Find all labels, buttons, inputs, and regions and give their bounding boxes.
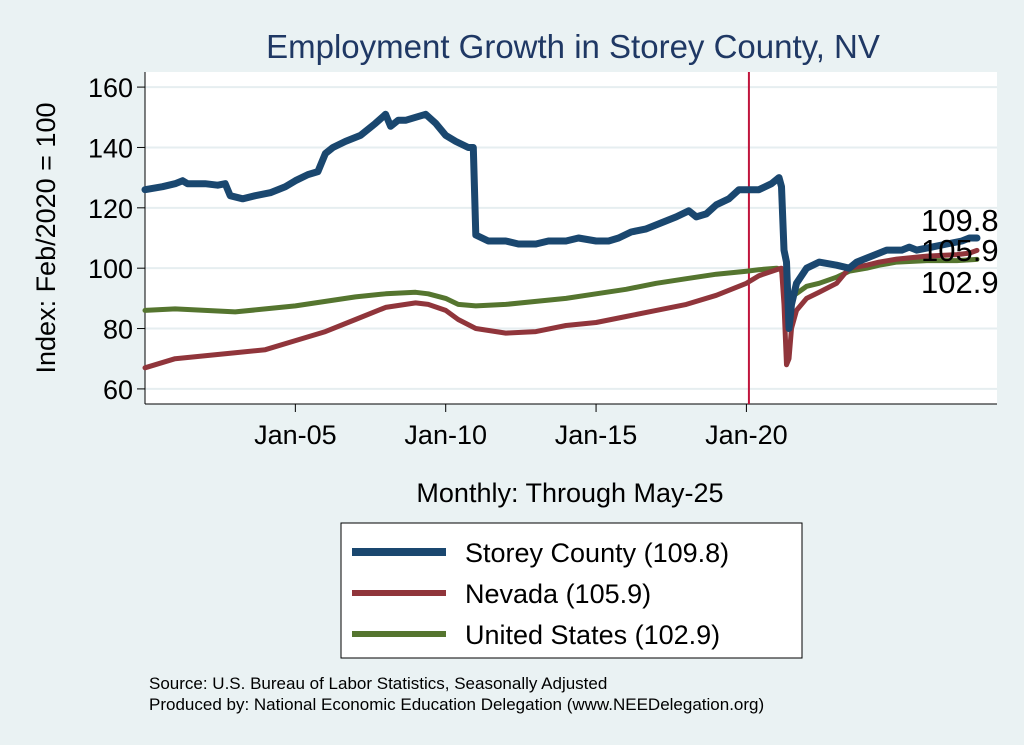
- x-tick-label: Jan-20: [705, 420, 788, 450]
- legend-label-2: United States (102.9): [465, 620, 720, 650]
- y-axis-ticks: 60 80 100 120 140 160: [88, 73, 145, 405]
- y-tick-label: 60: [103, 375, 133, 405]
- y-tick-label: 140: [88, 133, 133, 163]
- end-label-1: 105.9: [921, 233, 999, 268]
- legend-label-0: Storey County (109.8): [465, 538, 729, 568]
- x-tick-label: Jan-05: [254, 420, 337, 450]
- source-note: Source: U.S. Bureau of Labor Statistics,…: [149, 674, 607, 693]
- end-label-2: 102.9: [921, 265, 999, 300]
- y-tick-label: 80: [103, 315, 133, 345]
- y-tick-label: 100: [88, 254, 133, 284]
- series-lines: [141, 110, 981, 371]
- x-tick-label: Jan-10: [404, 420, 487, 450]
- producer-note: Produced by: National Economic Education…: [149, 695, 764, 714]
- x-axis-ticks: Jan-05 Jan-10 Jan-15 Jan-20: [254, 404, 788, 450]
- legend-label-1: Nevada (105.9): [465, 579, 651, 609]
- end-label-0: 109.8: [921, 203, 999, 238]
- y-axis-title: Index: Feb/2020 = 100: [31, 103, 61, 374]
- chart-title: Employment Growth in Storey County, NV: [266, 28, 880, 65]
- x-tick-label: Jan-15: [555, 420, 638, 450]
- legend: Storey County (109.8) Nevada (105.9) Unite…: [352, 538, 729, 650]
- gridlines: [145, 86, 997, 390]
- series-line-0: [141, 110, 981, 332]
- y-tick-label: 120: [88, 194, 133, 224]
- x-axis-title: Monthly: Through May-25: [416, 478, 723, 508]
- y-tick-label: 160: [88, 73, 133, 103]
